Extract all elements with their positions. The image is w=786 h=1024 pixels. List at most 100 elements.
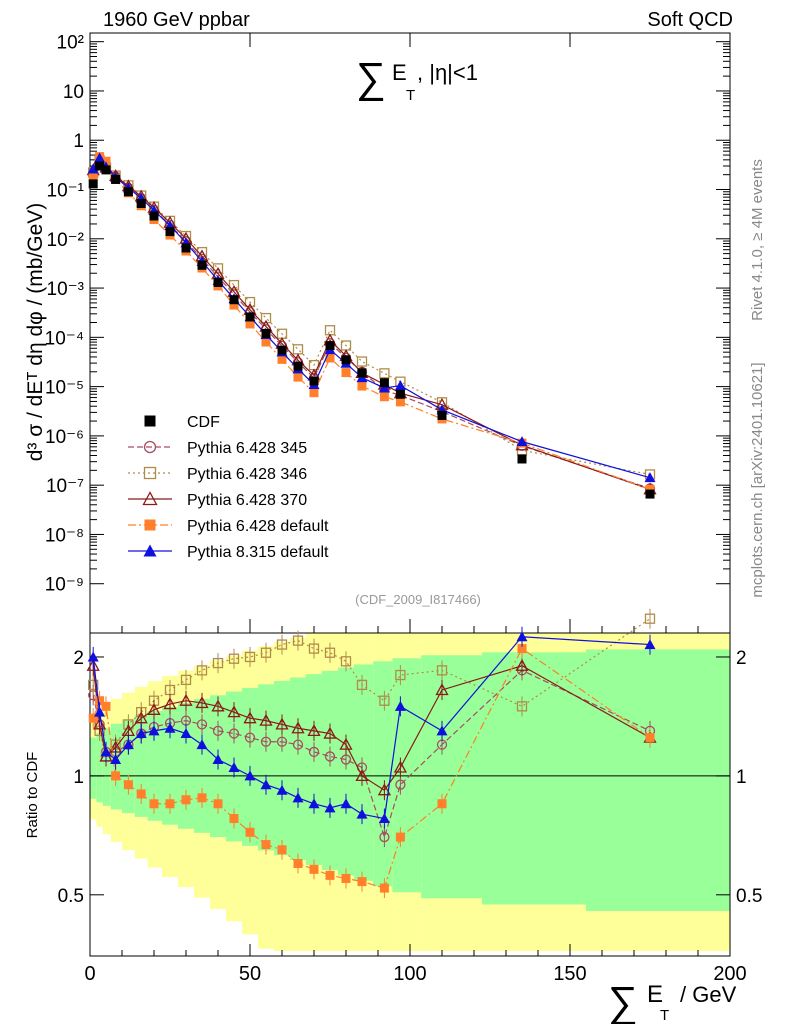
band-green xyxy=(122,719,135,814)
cdf-point xyxy=(101,165,111,175)
legend-marker xyxy=(142,491,158,506)
ratio-marker xyxy=(379,831,390,843)
ratio-marker xyxy=(324,647,336,658)
y-tick-label: 10⁻¹ xyxy=(47,181,85,202)
ratio-marker xyxy=(88,713,98,723)
plot-title: ∑ E T , |η|<1 xyxy=(356,54,478,104)
x-tick-label: 0 xyxy=(84,963,95,985)
ratio-marker xyxy=(276,736,288,747)
legend-marker xyxy=(144,519,156,531)
ratio-marker xyxy=(245,827,255,837)
ratio-marker xyxy=(100,746,112,757)
title-sum-symbol: ∑ xyxy=(356,54,386,101)
ratio-marker xyxy=(259,713,273,726)
ratio-marker xyxy=(308,798,320,809)
series-marker xyxy=(87,163,99,174)
ratio-marker xyxy=(213,799,223,809)
ratio-marker xyxy=(515,658,529,671)
series-marker xyxy=(277,354,287,364)
series-line xyxy=(92,159,651,476)
ratio-marker xyxy=(134,711,148,724)
band-green xyxy=(373,661,393,887)
ratio-marker xyxy=(147,702,161,715)
main-frame xyxy=(89,32,731,634)
series-marker xyxy=(357,381,367,391)
cdf-point xyxy=(517,454,527,464)
ratio-marker xyxy=(357,877,367,887)
y-tick-label: 10⁻⁴ xyxy=(45,328,84,349)
ratio-marker xyxy=(88,679,99,691)
ratio-marker xyxy=(645,733,655,743)
legend-marker xyxy=(143,544,157,557)
series-marker xyxy=(645,484,655,494)
ratio-marker xyxy=(243,711,257,724)
x-tick-label: 100 xyxy=(393,963,426,985)
ratio-marker xyxy=(94,706,106,717)
series-marker xyxy=(228,279,240,291)
y-tick-label: 10⁻⁶ xyxy=(45,427,84,448)
ratio-marker xyxy=(517,644,527,654)
cdf-point xyxy=(88,179,98,189)
ratio-tick-label-right: 0.5 xyxy=(736,886,762,907)
ratio-marker xyxy=(276,784,288,795)
band-green xyxy=(306,674,322,865)
cdf-point xyxy=(277,345,287,355)
ratio-marker xyxy=(212,754,224,765)
cdf-point xyxy=(357,368,367,378)
ratio-marker xyxy=(323,726,337,739)
y-tick-label: 10⁻⁸ xyxy=(45,525,84,546)
ratio-marker xyxy=(196,665,208,676)
xlabel-e: E xyxy=(647,981,663,1008)
y-tick-label: 10⁻² xyxy=(47,230,85,251)
ratio-marker xyxy=(292,635,304,646)
ratio-marker xyxy=(277,845,287,855)
ratio-marker xyxy=(394,700,406,711)
title-sub: T xyxy=(406,87,415,104)
title-rest: , |η|<1 xyxy=(417,60,478,85)
series-marker xyxy=(293,372,303,382)
ratio-marker xyxy=(180,674,192,686)
ratio-marker xyxy=(292,739,304,750)
y-tick-label: 10 xyxy=(63,82,84,103)
ratio-marker xyxy=(135,728,147,739)
ratio-marker xyxy=(93,717,107,730)
band-green xyxy=(274,680,290,856)
series-marker xyxy=(341,368,351,378)
legend-marker xyxy=(144,415,156,427)
cdf-point xyxy=(395,389,405,399)
ratio-marker xyxy=(339,737,353,750)
series-marker xyxy=(292,344,304,355)
x-axis-label: ∑ E T / GeV xyxy=(608,978,737,1024)
ratio-marker xyxy=(355,769,369,782)
cdf-point xyxy=(437,410,447,420)
ratio-marker xyxy=(244,732,256,743)
ratio-marker xyxy=(165,799,175,809)
axis-ticks: 0 50 100 150 200 10⁻⁹ 10⁻⁸ 10⁻⁷ 10⁻⁶ 10⁻⁵ 10⁻⁴ 10⁻³… xyxy=(45,33,763,985)
cdf-point xyxy=(165,227,175,237)
ratio-marker xyxy=(212,725,224,737)
y-tick-label: 1 xyxy=(73,131,84,152)
y-tick-label: 10⁻³ xyxy=(47,279,85,300)
ratio-marker xyxy=(378,813,390,824)
ratio-marker xyxy=(308,643,320,654)
ratio-marker xyxy=(395,779,406,790)
series-marker xyxy=(356,356,368,367)
ratio-marker xyxy=(228,728,240,739)
band-green xyxy=(102,728,111,806)
ratio-marker xyxy=(308,746,320,758)
band-green xyxy=(162,706,178,825)
ratio-marker xyxy=(356,679,368,691)
cdf-point xyxy=(123,187,133,197)
series-marker xyxy=(101,156,111,166)
analysis-label: (CDF_2009_I817466) xyxy=(355,592,481,607)
ratio-marker xyxy=(212,657,224,669)
band-green xyxy=(392,658,422,893)
series-marker xyxy=(394,380,406,391)
ratio-marker xyxy=(324,751,336,762)
ratio-marker xyxy=(393,760,407,773)
ratio-marker xyxy=(435,683,449,696)
ratio-marker xyxy=(196,739,208,750)
series-marker xyxy=(309,388,319,398)
series-marker xyxy=(229,300,239,310)
mcplots-label: mcplots.cern.ch [arXiv:2401.10621] xyxy=(749,362,766,597)
